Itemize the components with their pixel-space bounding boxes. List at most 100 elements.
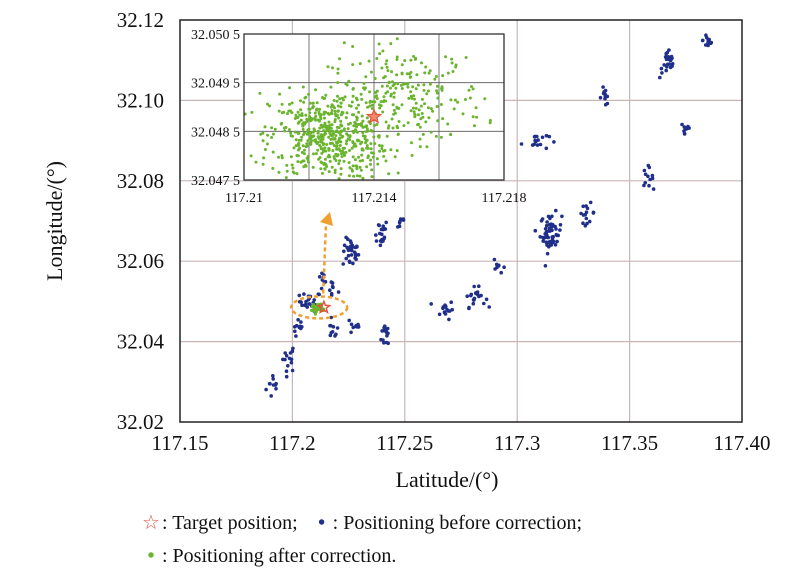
inset-after-correction-point xyxy=(461,112,465,116)
inset-after-correction-point xyxy=(358,165,362,169)
inset-after-correction-point xyxy=(347,161,351,165)
inset-after-correction-point xyxy=(277,170,281,174)
before-correction-point xyxy=(535,143,540,147)
inset-after-correction-point xyxy=(308,116,311,120)
inset-after-correction-point xyxy=(321,96,324,99)
main-points-before-correction xyxy=(264,33,714,398)
before-correction-point xyxy=(469,292,474,297)
inset-after-correction-point xyxy=(471,87,475,91)
legend-row-2: •: Positioning after correction. xyxy=(140,545,396,568)
before-correction-point xyxy=(700,38,705,43)
before-correction-point xyxy=(384,330,389,335)
inset-after-correction-point xyxy=(402,82,406,86)
inset-after-correction-point xyxy=(475,115,479,119)
before-correction-point xyxy=(299,300,303,304)
before-correction-point xyxy=(472,296,477,301)
before-correction-point xyxy=(283,357,287,362)
inset-after-correction-point xyxy=(336,153,340,157)
inset-after-correction-point xyxy=(436,96,440,100)
inset-after-correction-point xyxy=(302,100,306,104)
before-correction-point xyxy=(472,284,477,289)
inset-after-correction-point xyxy=(348,149,351,152)
inset-after-correction-point xyxy=(292,146,296,150)
before-correction-point xyxy=(294,323,299,328)
inset-after-correction-point xyxy=(323,116,326,120)
inset-after-correction-point xyxy=(424,65,428,69)
before-correction-point xyxy=(398,219,402,224)
inset-after-correction-point xyxy=(301,85,305,89)
before-correction-point xyxy=(471,301,476,306)
before-correction-point xyxy=(374,239,379,243)
before-correction-point xyxy=(441,305,446,309)
before-correction-point xyxy=(591,210,596,215)
before-correction-point xyxy=(447,317,451,322)
main-x-tick-label: 117.3 xyxy=(494,431,540,455)
inset-after-correction-point xyxy=(297,120,301,124)
inset-after-correction-point xyxy=(369,142,373,146)
inset-after-correction-point xyxy=(406,85,410,89)
inset-after-correction-point xyxy=(308,111,312,115)
inset-after-correction-point xyxy=(280,102,284,106)
main-x-tick-labels: 117.15 117.2 117.25 117.3 117.35 117.40 xyxy=(152,431,771,455)
inset-after-correction-point xyxy=(355,174,359,178)
inset-after-correction-point xyxy=(409,90,413,94)
before-correction-point xyxy=(269,394,274,398)
inset-after-correction-point xyxy=(359,168,363,172)
inset-x-tick-label: 117.21 xyxy=(225,191,263,206)
inset-after-correction-point xyxy=(385,59,389,63)
before-correction-point xyxy=(296,318,300,322)
inset-after-correction-point xyxy=(351,63,355,67)
inset-after-correction-point xyxy=(379,104,383,108)
inset-after-correction-point xyxy=(389,92,393,96)
before-correction-point xyxy=(271,377,276,381)
inset-after-correction-point xyxy=(409,109,413,113)
inset-after-correction-point xyxy=(308,131,312,135)
before-correction-point xyxy=(544,133,549,138)
inset-after-correction-point xyxy=(452,107,456,111)
inset-after-correction-point xyxy=(322,110,326,114)
inset-after-correction-point xyxy=(338,144,342,147)
before-correction-point xyxy=(538,142,543,147)
before-correction-point xyxy=(704,33,708,37)
inset-after-correction-point xyxy=(347,79,351,83)
after-correction-point xyxy=(313,312,317,316)
before-correction-point xyxy=(300,303,304,308)
before-correction-point xyxy=(445,307,449,312)
inset-after-correction-point xyxy=(375,157,379,161)
before-correction-point xyxy=(284,374,289,379)
before-correction-point xyxy=(603,102,608,107)
inset-x-tick-label: 117.214 xyxy=(352,191,397,206)
inset-after-correction-point xyxy=(384,91,388,95)
inset-after-correction-point xyxy=(313,111,317,115)
before-correction-point xyxy=(335,326,340,330)
before-correction-point xyxy=(331,325,336,329)
inset-after-correction-point xyxy=(474,106,478,110)
inset-after-correction-point xyxy=(299,108,303,112)
before-correction-point xyxy=(284,369,289,374)
inset-after-correction-point xyxy=(400,87,404,90)
inset-after-correction-point xyxy=(326,65,330,69)
inset-after-correction-point xyxy=(396,126,400,130)
inset-after-correction-point xyxy=(285,112,289,116)
inset-after-correction-point xyxy=(334,140,338,144)
inset-after-correction-point xyxy=(370,175,374,179)
main-y-tick-labels: 32.02 32.04 32.06 32.08 32.10 32.12 xyxy=(117,8,165,434)
inset-after-correction-point xyxy=(396,82,400,86)
inset-after-correction-point xyxy=(429,130,433,134)
before-correction-point xyxy=(305,305,310,309)
before-correction-point xyxy=(664,51,668,56)
inset-after-correction-point xyxy=(423,71,427,75)
inset-after-correction-point xyxy=(424,120,428,124)
inset-after-correction-point xyxy=(368,90,372,94)
before-correction-point xyxy=(290,368,295,373)
inset-after-correction-point xyxy=(412,54,415,58)
inset-after-correction-point xyxy=(277,155,280,159)
inset-after-correction-point xyxy=(316,131,320,135)
before-correction-point xyxy=(317,275,322,279)
main-x-tick-label: 117.15 xyxy=(152,431,209,455)
inset-after-correction-point xyxy=(350,146,354,150)
inset-after-correction-point xyxy=(263,125,267,129)
inset-after-correction-point xyxy=(280,111,284,115)
before-correction-point xyxy=(294,334,298,338)
inset-after-correction-point xyxy=(341,111,345,115)
